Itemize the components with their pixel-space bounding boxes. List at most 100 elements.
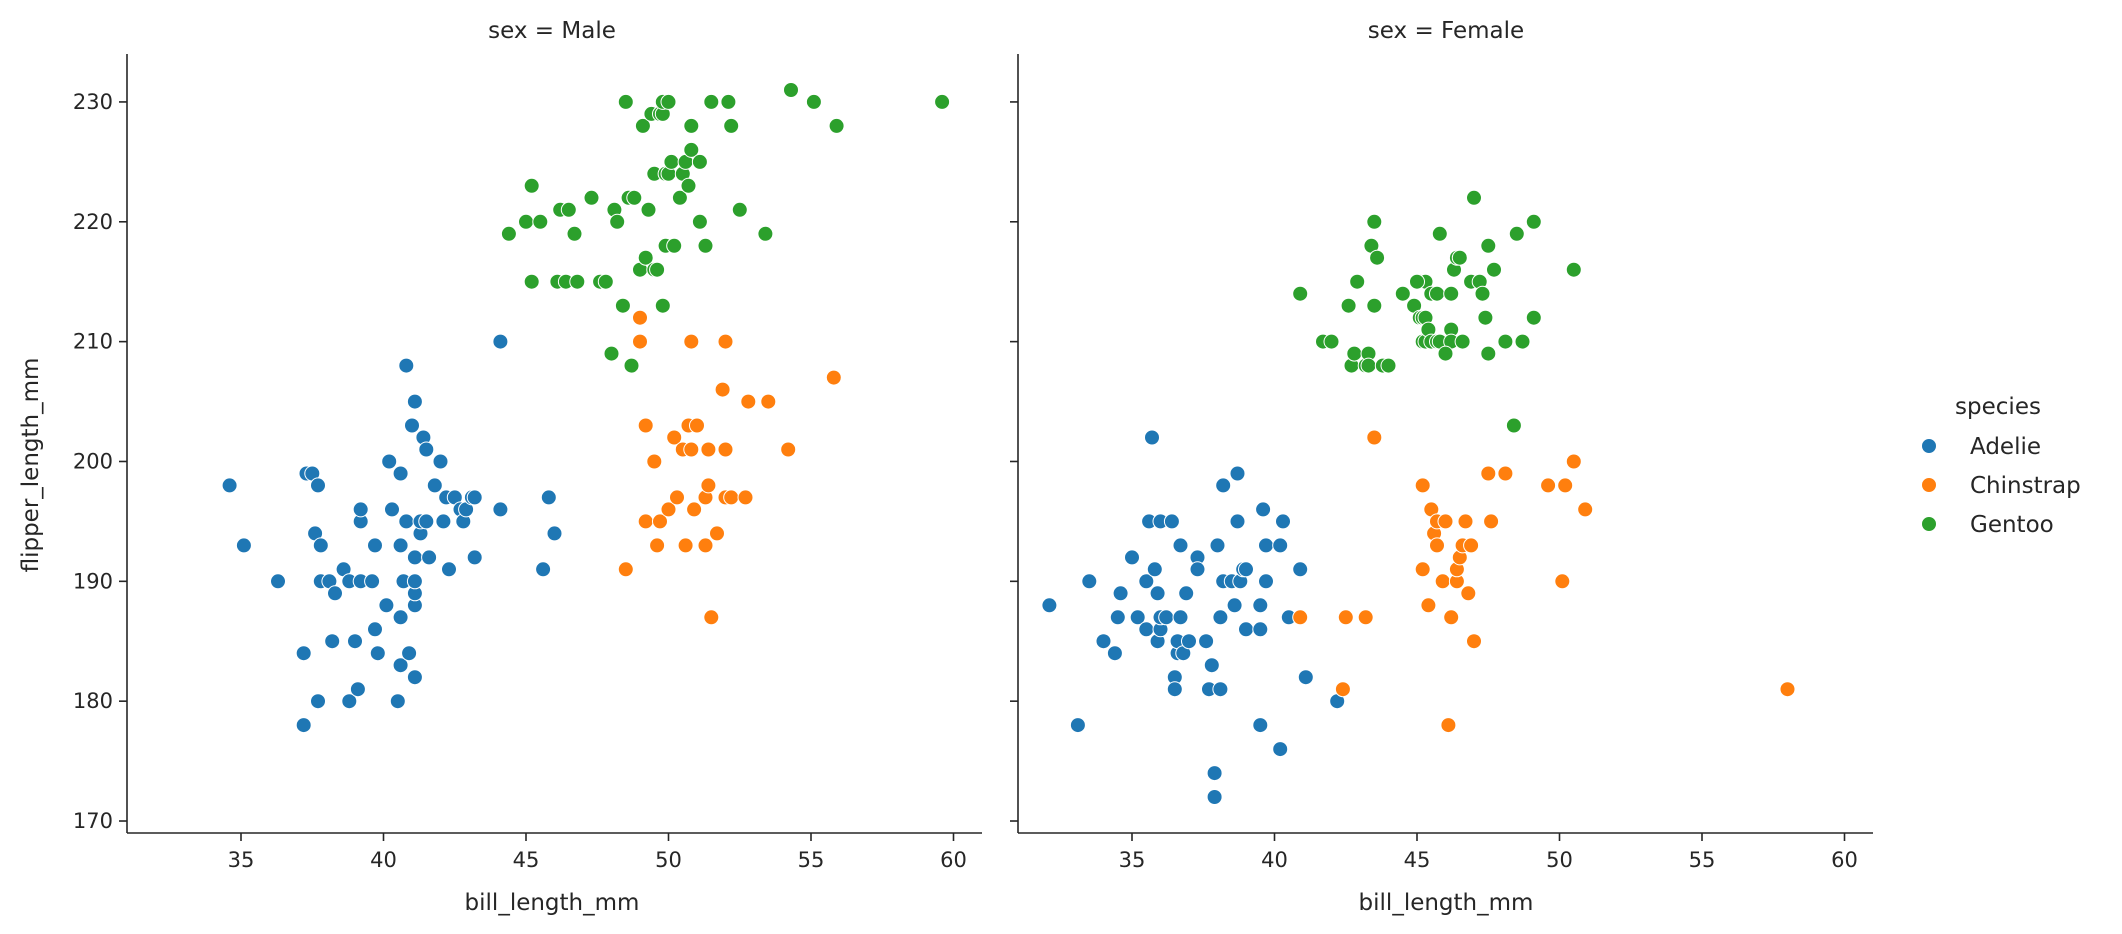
- scatter-point-chinstrap: [697, 537, 714, 554]
- x-tick-label: 40: [370, 848, 397, 872]
- scatter-point-gentoo: [934, 93, 951, 110]
- scatter-point-adelie: [1138, 621, 1155, 638]
- scatter-point-chinstrap: [652, 513, 668, 530]
- scatter-point-gentoo: [500, 225, 517, 242]
- x-axis-title-male: bill_length_mm: [465, 890, 640, 916]
- scatter-point-gentoo: [683, 117, 700, 134]
- scatter-point-adelie: [1149, 585, 1166, 602]
- scatter-point-gentoo: [1565, 261, 1582, 278]
- legend-label-adelie: Adelie: [1970, 434, 2041, 460]
- scatter-point-gentoo: [523, 273, 540, 290]
- scatter-point-chinstrap: [1779, 681, 1796, 698]
- scatter-point-chinstrap: [677, 537, 694, 554]
- scatter-point-adelie: [381, 453, 398, 470]
- scatter-point-gentoo: [683, 141, 700, 158]
- x-tick-label: 55: [1689, 848, 1716, 872]
- scatter-point-gentoo: [609, 213, 626, 230]
- scatter-point-chinstrap: [649, 537, 666, 554]
- scatter-point-chinstrap: [669, 489, 685, 506]
- scatter-point-gentoo: [731, 201, 748, 218]
- y-tick-label: 210: [73, 330, 113, 354]
- scatter-point-gentoo: [1369, 249, 1386, 266]
- scatter-point-gentoo: [757, 225, 774, 242]
- scatter-point-adelie: [364, 573, 381, 590]
- scatter-point-adelie: [466, 489, 483, 506]
- scatter-point-gentoo: [1497, 333, 1514, 350]
- scatter-point-chinstrap: [637, 417, 654, 434]
- scatter-point-adelie: [1146, 561, 1163, 578]
- y-tick-label: 190: [73, 569, 113, 593]
- scatter-point-adelie: [327, 585, 343, 602]
- scatter-point-gentoo: [1477, 309, 1494, 326]
- scatter-point-chinstrap: [1483, 513, 1500, 530]
- scatter-point-gentoo: [523, 177, 540, 194]
- scatter-point-chinstrap: [1337, 609, 1354, 626]
- panel-title-male: sex = Male: [488, 18, 616, 44]
- scatter-point-adelie: [1166, 681, 1183, 698]
- scatter-point-gentoo: [597, 273, 614, 290]
- scatter-point-adelie: [1258, 537, 1274, 554]
- scatter-point-gentoo: [671, 189, 688, 206]
- scatter-point-gentoo: [569, 273, 586, 290]
- scatter-point-adelie: [1106, 645, 1123, 662]
- panel-title-female: sex = Female: [1368, 18, 1524, 44]
- scatter-point-chinstrap: [1414, 561, 1431, 578]
- scatter-point-gentoo: [1466, 189, 1482, 206]
- scatter-point-adelie: [349, 681, 366, 698]
- scatter-point-chinstrap: [1420, 597, 1437, 614]
- scatter-point-adelie: [1081, 573, 1098, 590]
- scatter-point-adelie: [1172, 609, 1189, 626]
- scatter-point-adelie: [1226, 597, 1243, 614]
- x-tick-label: 60: [1831, 848, 1858, 872]
- scatter-point-adelie: [1238, 621, 1254, 638]
- scatter-point-gentoo: [623, 357, 640, 374]
- scatter-point-gentoo: [660, 93, 677, 110]
- scatter-point-chinstrap: [1366, 429, 1383, 446]
- scatter-point-gentoo: [566, 225, 583, 242]
- scatter-point-adelie: [406, 669, 423, 686]
- scatter-point-gentoo: [1340, 297, 1357, 314]
- y-tick-label: 220: [73, 210, 113, 234]
- scatter-point-chinstrap: [714, 381, 731, 398]
- scatter-point-gentoo: [666, 237, 683, 254]
- scatter-point-gentoo: [1505, 417, 1522, 434]
- scatter-point-adelie: [392, 657, 409, 674]
- scatter-point-chinstrap: [617, 561, 634, 578]
- scatter-point-gentoo: [828, 117, 845, 134]
- scatter-point-chinstrap: [1357, 609, 1374, 626]
- scatter-point-adelie: [1124, 549, 1140, 566]
- scatter-point-gentoo: [1346, 345, 1363, 362]
- scatter-point-adelie: [310, 477, 326, 494]
- scatter-point-gentoo: [518, 213, 534, 230]
- scatter-point-adelie: [1178, 585, 1195, 602]
- scatter-point-gentoo: [626, 189, 643, 206]
- scatter-point-gentoo: [723, 117, 740, 134]
- scatter-point-adelie: [270, 573, 286, 590]
- scatter-point-adelie: [1181, 633, 1197, 650]
- scatter-point-chinstrap: [1434, 573, 1451, 590]
- scatter-point-chinstrap: [700, 441, 717, 458]
- scatter-point-adelie: [398, 357, 415, 374]
- scatter-point-adelie: [435, 513, 452, 530]
- scatter-point-gentoo: [603, 345, 620, 362]
- scatter-point-adelie: [1095, 633, 1112, 650]
- scatter-point-adelie: [492, 333, 509, 350]
- scatter-point-chinstrap: [1554, 573, 1571, 590]
- scatter-point-chinstrap: [1557, 477, 1574, 494]
- scatter-point-adelie: [1238, 561, 1254, 578]
- scatter-point-chinstrap: [637, 513, 654, 530]
- scatter-point-adelie: [392, 609, 409, 626]
- scatter-point-adelie: [1138, 573, 1155, 590]
- scatter-point-adelie: [235, 537, 252, 554]
- scatter-point-adelie: [1206, 765, 1223, 782]
- scatter-point-chinstrap: [740, 393, 757, 410]
- scatter-point-adelie: [1163, 513, 1180, 530]
- scatter-point-chinstrap: [1577, 501, 1594, 518]
- scatter-point-adelie: [406, 573, 423, 590]
- legend-label-gentoo: Gentoo: [1970, 512, 2054, 538]
- scatter-point-adelie: [1212, 681, 1229, 698]
- scatter-point-adelie: [1109, 609, 1126, 626]
- scatter-point-adelie: [392, 465, 409, 482]
- scatter-point-adelie: [312, 537, 329, 554]
- y-tick-label: 170: [73, 809, 113, 833]
